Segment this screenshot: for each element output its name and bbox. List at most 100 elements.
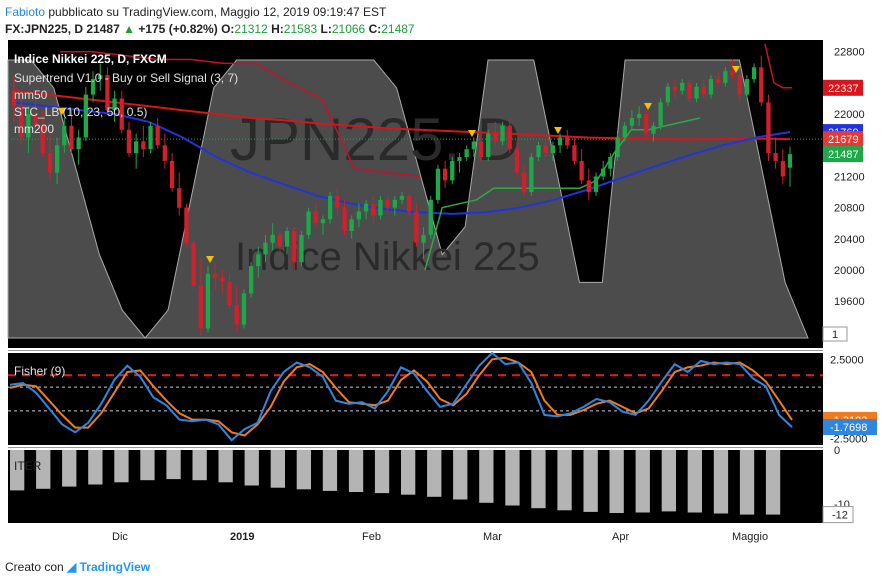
iter-bar — [531, 450, 546, 509]
price-tick-label: 20400 — [834, 234, 865, 246]
iter-bar — [192, 450, 207, 481]
time-tick-label: Dic — [112, 531, 128, 543]
candle-body — [672, 86, 678, 91]
open-label: O: — [221, 22, 235, 36]
iter-bar — [140, 450, 155, 481]
iter-bar — [36, 450, 51, 489]
iter-bar — [661, 450, 676, 512]
price-tick-label: 19600 — [834, 296, 865, 308]
candle-body — [708, 79, 714, 95]
candle-body — [629, 118, 635, 126]
candle-body — [263, 242, 268, 255]
iter-bar — [609, 450, 624, 513]
candle-body — [579, 160, 584, 181]
candle-body — [557, 137, 563, 146]
tradingview-brand[interactable]: TradingView — [79, 560, 151, 574]
candle-body — [284, 231, 290, 247]
ma200-line — [13, 89, 791, 141]
candle-body — [148, 125, 153, 150]
price-tag-label: 21679 — [828, 134, 859, 146]
author-link[interactable]: Fabioto — [5, 5, 46, 19]
candle-body — [450, 160, 455, 181]
candle-body — [105, 75, 110, 111]
iter-tag-bg — [822, 506, 854, 524]
indicator-legend: Supertrend V1.0 - Buy or Sell Signal (3,… — [14, 71, 238, 85]
candle-body — [428, 199, 433, 235]
iter-bar — [427, 450, 442, 497]
candle-body — [665, 86, 670, 103]
price-tag-bg — [823, 79, 863, 96]
indicator-legend: mm50 — [14, 88, 48, 102]
footer-prefix: Creato con — [5, 560, 64, 574]
candle-body — [191, 242, 196, 286]
candle-body — [371, 203, 376, 216]
candle-body — [586, 180, 591, 193]
iter-legend: ITER — [14, 459, 42, 473]
candle-body — [320, 219, 326, 224]
price-tick-label: 22800 — [834, 47, 865, 59]
candle-body — [514, 149, 520, 173]
price-tick-label: 20000 — [834, 265, 865, 277]
candle-body — [55, 145, 60, 173]
candle-body — [198, 285, 203, 329]
candle-body — [486, 133, 491, 157]
price-tag-bg — [823, 131, 863, 148]
candle-body — [62, 125, 67, 146]
iter-bar — [687, 450, 702, 513]
candle-body — [759, 67, 764, 103]
candle-body — [313, 211, 318, 224]
candle-body — [328, 195, 333, 220]
iter-bar — [218, 450, 233, 483]
sell-signal-marker — [644, 103, 652, 110]
time-tick-label: Mar — [483, 531, 502, 543]
candle-body — [349, 219, 354, 231]
fisher-legend: Fisher (9) — [14, 364, 65, 378]
candle-body — [184, 207, 189, 243]
candle-body — [658, 102, 663, 126]
low-label: L: — [320, 22, 332, 36]
iter-bar — [62, 450, 77, 487]
candle-body — [414, 211, 419, 243]
candle-body — [76, 137, 81, 150]
candle-body — [26, 114, 31, 138]
candle-body — [227, 281, 232, 306]
candle-body — [292, 231, 297, 263]
candle-body — [33, 114, 38, 126]
candle-body — [493, 133, 498, 142]
candle-body — [701, 86, 706, 95]
candle-body — [744, 79, 749, 95]
iter-bar — [505, 450, 520, 506]
candle-body — [90, 79, 96, 95]
candle-body — [256, 254, 261, 267]
fisher-trigger-line — [9, 356, 793, 437]
iter-tick-label: 0 — [834, 445, 840, 457]
candle-body — [213, 273, 218, 278]
iter-bar — [10, 450, 25, 491]
candle-body — [378, 199, 383, 216]
candle-body — [11, 90, 17, 107]
candle-body — [536, 145, 541, 157]
candle-body — [177, 188, 182, 208]
candle-body — [69, 125, 74, 150]
candle-body — [601, 168, 606, 177]
tradingview-logo-icon[interactable]: ◢ — [67, 560, 77, 574]
candle-body — [335, 195, 340, 208]
iter-bar — [322, 450, 338, 491]
candle-body — [443, 168, 448, 181]
candle-body — [306, 211, 311, 235]
candle-body — [637, 114, 642, 118]
candle-body — [40, 125, 45, 154]
last-price: 21487 — [86, 22, 120, 36]
candle-body — [47, 153, 53, 173]
ohlc-line: FX:JPN225, D 21487 ▲ +175 (+0.82%) O:213… — [5, 22, 415, 36]
up-arrow-icon: ▲ — [123, 22, 135, 36]
stc-tag-bg — [822, 326, 848, 342]
time-tick-label: Maggio — [732, 531, 768, 543]
candle-body — [500, 125, 505, 142]
iter-bar — [296, 450, 311, 490]
candle-body — [593, 176, 599, 193]
candle-body — [392, 199, 397, 208]
candle-body — [478, 141, 484, 157]
iter-bar — [479, 450, 494, 503]
